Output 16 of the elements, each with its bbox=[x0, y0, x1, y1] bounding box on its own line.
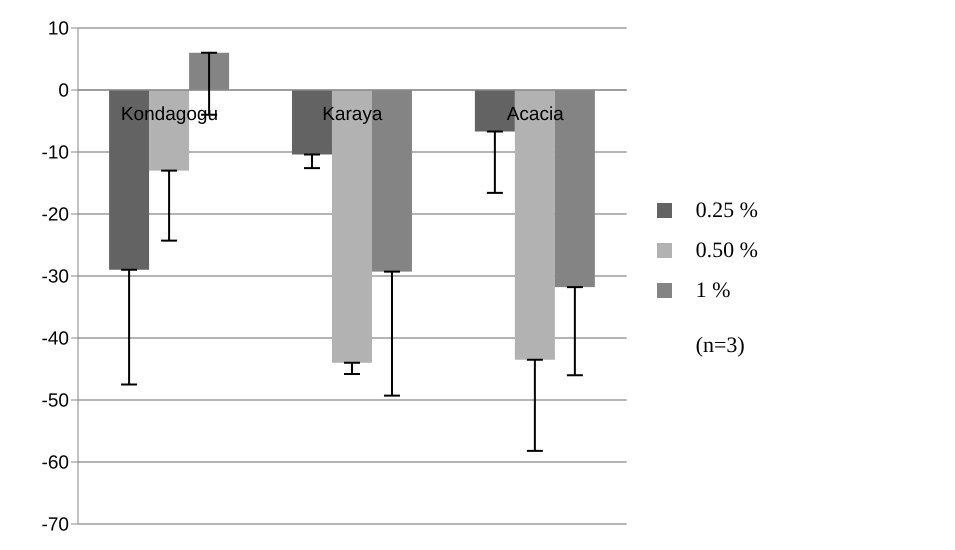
y-tick-label: 10 bbox=[48, 18, 69, 40]
text: (n=3) bbox=[694, 332, 746, 358]
y-tick-label: -50 bbox=[42, 390, 69, 412]
x-tick-label: Acacia bbox=[506, 104, 564, 125]
y-tick-label: -70 bbox=[42, 514, 69, 536]
y-tick-label: -30 bbox=[42, 266, 69, 288]
y-tick-label: -10 bbox=[42, 142, 69, 164]
legend-label: 0.25 % bbox=[696, 197, 758, 223]
x-tick-label: Karaya bbox=[322, 104, 383, 125]
y-tick-label: 0 bbox=[58, 80, 69, 102]
legend-label: 1 % bbox=[696, 277, 730, 303]
legend-label: 0.50 % bbox=[696, 237, 758, 263]
x-tick-label: Kondagogu bbox=[120, 104, 218, 125]
y-tick-label: -20 bbox=[42, 204, 69, 226]
y-tick-label: -60 bbox=[42, 452, 69, 474]
y-tick-label: -40 bbox=[42, 328, 69, 350]
